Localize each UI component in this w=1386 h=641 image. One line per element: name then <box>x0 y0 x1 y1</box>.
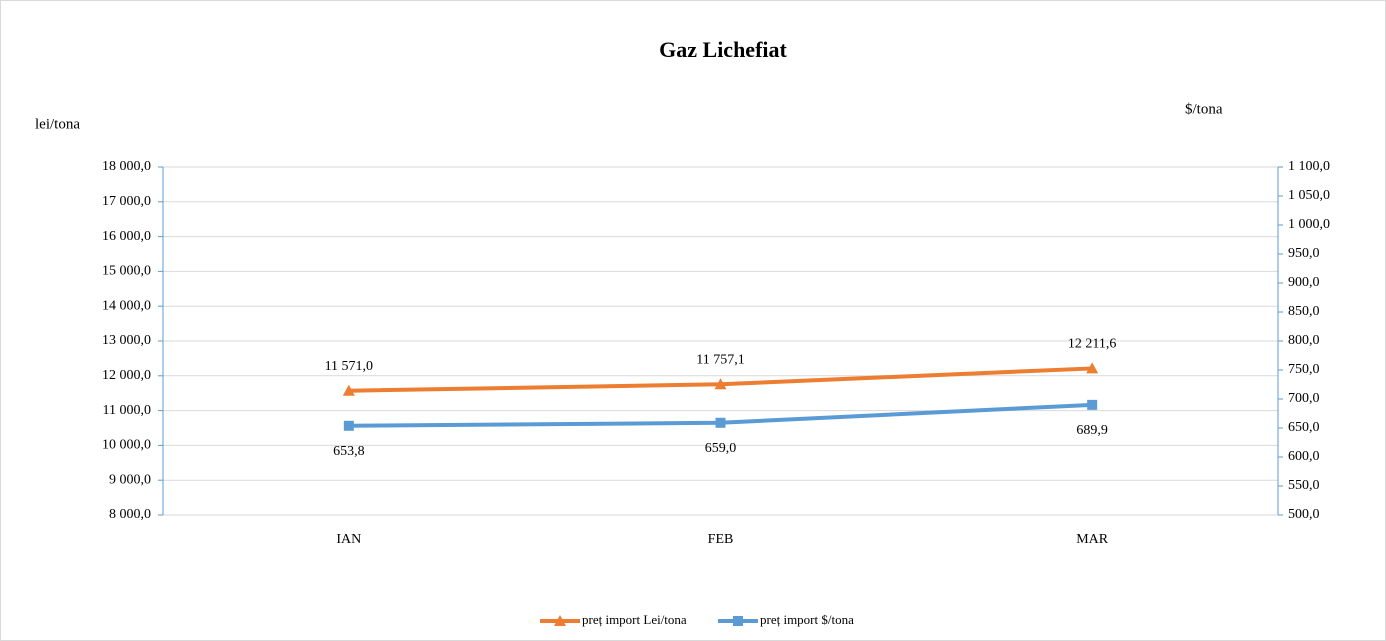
marker <box>714 378 727 390</box>
marker <box>1086 362 1099 374</box>
data-label: 12 211,6 <box>1068 337 1116 352</box>
y2-tick-label: 1 000,0 <box>1288 217 1330 232</box>
data-label: 11 757,1 <box>696 352 744 367</box>
y-tick-label: 10 000,0 <box>102 438 151 453</box>
y-tick-label: 15 000,0 <box>102 264 151 279</box>
x-tick-label: FEB <box>708 532 734 547</box>
legend-label: preț import Lei/tona <box>582 612 687 627</box>
y-axis-label: lei/tona <box>35 116 80 132</box>
y-tick-label: 16 000,0 <box>102 229 151 244</box>
legend-label: preț import $/tona <box>760 612 854 627</box>
marker <box>554 615 566 626</box>
marker <box>342 384 355 396</box>
y-tick-label: 18 000,0 <box>102 159 151 174</box>
y-tick-label: 13 000,0 <box>102 333 151 348</box>
chart-title: Gaz Lichefiat <box>659 37 787 62</box>
data-label: 11 571,0 <box>325 359 373 374</box>
y-tick-label: 12 000,0 <box>102 368 151 383</box>
y2-tick-label: 650,0 <box>1288 420 1320 435</box>
y2-tick-label: 950,0 <box>1288 246 1320 261</box>
data-label: 659,0 <box>705 441 737 456</box>
y2-tick-label: 1 050,0 <box>1288 188 1330 203</box>
y2-tick-label: 900,0 <box>1288 275 1320 290</box>
y-tick-label: 9 000,0 <box>109 472 151 487</box>
y2-axis-label: $/tona <box>1185 101 1223 117</box>
marker <box>715 417 726 428</box>
y2-tick-label: 700,0 <box>1288 391 1320 406</box>
x-tick-label: MAR <box>1076 532 1109 547</box>
data-label: 689,9 <box>1076 423 1108 438</box>
marker <box>733 616 743 626</box>
y2-tick-label: 850,0 <box>1288 304 1320 319</box>
marker <box>343 420 354 431</box>
y2-tick-label: 800,0 <box>1288 333 1320 348</box>
data-label: 653,8 <box>333 444 365 459</box>
y-tick-label: 14 000,0 <box>102 298 151 313</box>
marker <box>1087 399 1098 410</box>
y-tick-label: 8 000,0 <box>109 507 151 522</box>
y2-tick-label: 600,0 <box>1288 449 1320 464</box>
x-tick-label: IAN <box>336 532 361 547</box>
y-tick-label: 11 000,0 <box>103 403 151 418</box>
y2-tick-label: 500,0 <box>1288 507 1320 522</box>
y2-tick-label: 750,0 <box>1288 362 1320 377</box>
y2-tick-label: 1 100,0 <box>1288 159 1330 174</box>
y2-tick-label: 550,0 <box>1288 478 1320 493</box>
y-tick-label: 17 000,0 <box>102 194 151 209</box>
